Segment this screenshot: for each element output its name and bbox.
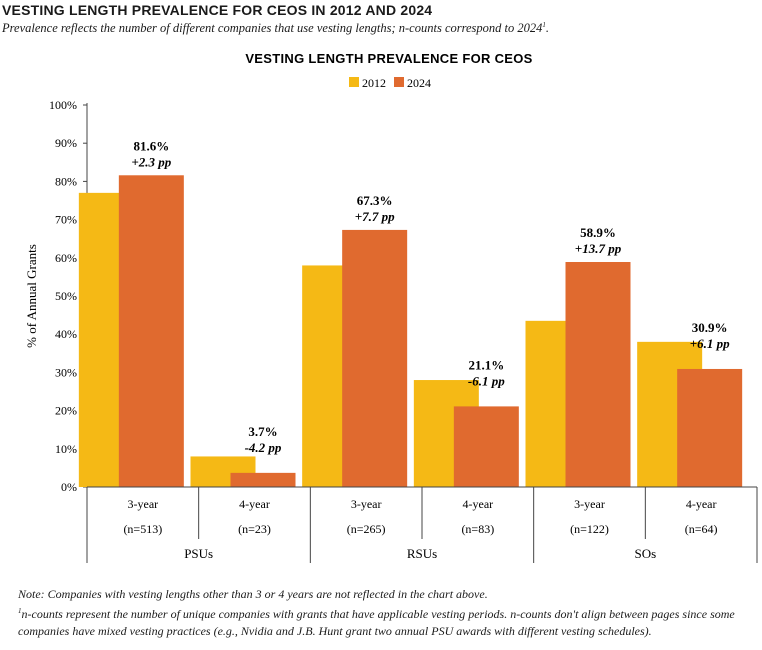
change-label: -6.1 pp xyxy=(468,373,505,388)
page-title: VESTING LENGTH PREVALENCE FOR CEOS IN 20… xyxy=(2,2,433,18)
legend-label-2012: 2012 xyxy=(362,76,386,90)
y-tick-label: 30% xyxy=(55,365,77,379)
value-label: 30.9% xyxy=(692,320,728,335)
x-tick-label: 4-year xyxy=(686,497,717,511)
value-label: 21.1% xyxy=(468,357,504,372)
data-labels: 81.6%+2.3 pp 3.7%-4.2 pp 67.3%+7.7 pp 21.1%… xyxy=(131,138,730,455)
n-count-label: (n=23) xyxy=(238,522,271,536)
bar-chart: VESTING LENGTH PREVALENCE FOR CEOS 2012 … xyxy=(24,51,758,563)
group-label: RSUs xyxy=(407,546,437,561)
change-label: +13.7 pp xyxy=(575,241,622,256)
n-count-label: (n=64) xyxy=(685,522,718,536)
x-tick-label: 3-year xyxy=(128,497,159,511)
chart-title: VESTING LENGTH PREVALENCE FOR CEOS xyxy=(245,51,532,66)
y-tick-label: 60% xyxy=(55,251,77,265)
x-tick-label: 3-year xyxy=(351,497,382,511)
x-tick-label: 4-year xyxy=(239,497,270,511)
y-tick-label: 50% xyxy=(55,289,77,303)
subtitle-footnote-marker: 1 xyxy=(542,21,546,29)
value-label: 58.9% xyxy=(580,225,616,240)
change-label: +7.7 pp xyxy=(355,209,395,224)
value-label: 67.3% xyxy=(357,193,393,208)
bar-2024 xyxy=(677,368,743,487)
change-label: -4.2 pp xyxy=(245,440,282,455)
legend-swatch-2024 xyxy=(394,77,404,87)
y-tick-label: 90% xyxy=(55,136,77,150)
value-label: 3.7% xyxy=(248,424,277,439)
change-label: +6.1 pp xyxy=(690,336,730,351)
y-tick-label: 80% xyxy=(55,174,77,188)
bar-2024 xyxy=(453,406,519,487)
bar-2024 xyxy=(230,472,296,487)
note-text: Note: Companies with vesting lengths oth… xyxy=(18,587,488,601)
y-axis-label: % of Annual Grants xyxy=(24,244,39,348)
bars xyxy=(78,175,743,488)
value-label: 81.6% xyxy=(133,138,169,153)
y-tick-label: 40% xyxy=(55,327,77,341)
n-count-label: (n=83) xyxy=(461,522,494,536)
y-tick-label: 100% xyxy=(49,98,77,112)
bar-2024 xyxy=(118,175,184,487)
footnote-marker: 1 xyxy=(18,607,22,615)
y-tick-label: 70% xyxy=(55,213,77,227)
group-label: PSUs xyxy=(184,546,213,561)
y-tick-label: 20% xyxy=(55,404,77,418)
change-label: +2.3 pp xyxy=(131,154,171,169)
legend-swatch-2012 xyxy=(349,77,359,87)
group-label: SOs xyxy=(634,546,656,561)
bar-2024 xyxy=(342,229,408,487)
y-tick-label: 10% xyxy=(55,442,77,456)
n-count-label: (n=513) xyxy=(123,522,162,536)
chart-notes: Note: Companies with vesting lengths oth… xyxy=(18,586,758,640)
legend: 2012 2024 xyxy=(349,76,431,90)
x-axis: 3-year (n=513) 4-year (n=23) 3-year (n=265) 4-… xyxy=(86,486,758,563)
bar-2024 xyxy=(565,262,631,487)
page-subtitle: Prevalence reflects the number of differ… xyxy=(2,21,550,36)
footnote-text: 1n-counts represent the number of unique… xyxy=(18,607,735,638)
x-tick-label: 3-year xyxy=(574,497,605,511)
x-tick-label: 4-year xyxy=(463,497,494,511)
legend-label-2024: 2024 xyxy=(407,76,431,90)
n-count-label: (n=265) xyxy=(347,522,386,536)
n-count-label: (n=122) xyxy=(570,522,609,536)
y-tick-label: 0% xyxy=(61,480,77,494)
